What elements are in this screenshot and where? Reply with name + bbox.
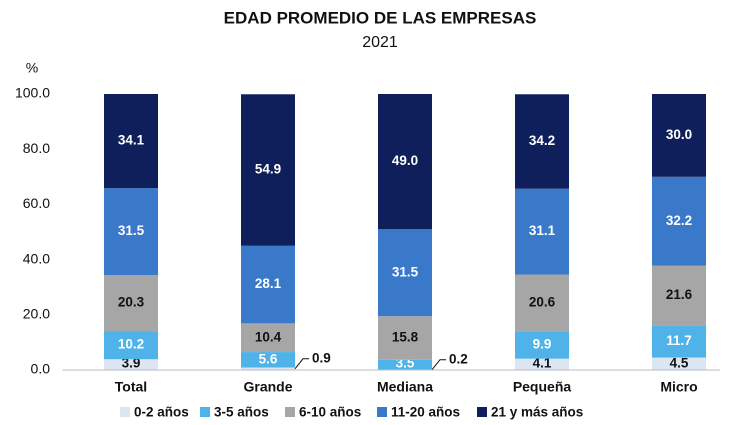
legend-swatch bbox=[477, 407, 487, 417]
bar-segment bbox=[652, 325, 706, 358]
value-label: 54.9 bbox=[255, 162, 281, 177]
bar-segment bbox=[515, 274, 569, 332]
value-label: 9.9 bbox=[533, 337, 552, 352]
value-label: 21.6 bbox=[666, 287, 693, 302]
bar-segment bbox=[378, 316, 432, 360]
value-label: 31.1 bbox=[529, 223, 556, 238]
value-label: 10.2 bbox=[118, 337, 144, 352]
bar-segment bbox=[652, 357, 706, 370]
legend-label: 21 y más años bbox=[491, 405, 583, 420]
legend-label: 6-10 años bbox=[299, 405, 361, 420]
bar-segment bbox=[515, 188, 569, 275]
bar-segment bbox=[515, 358, 569, 370]
chart-title: EDAD PROMEDIO DE LAS EMPRESAS bbox=[224, 8, 537, 27]
y-tick-label: 80.0 bbox=[23, 140, 50, 156]
value-label: 4.1 bbox=[533, 356, 552, 371]
bar-segment bbox=[515, 331, 569, 359]
legend-label: 11-20 años bbox=[391, 405, 460, 420]
value-label: 3.9 bbox=[122, 356, 141, 371]
legend-swatch bbox=[285, 407, 295, 417]
y-tick-label: 40.0 bbox=[23, 250, 50, 266]
chart-subtitle: 2021 bbox=[362, 34, 398, 51]
value-label: 20.3 bbox=[118, 295, 145, 310]
value-label: 20.6 bbox=[529, 294, 556, 309]
value-label: 28.1 bbox=[255, 276, 282, 291]
y-tick-label: 60.0 bbox=[23, 195, 50, 211]
legend-swatch bbox=[120, 407, 130, 417]
value-label: 32.2 bbox=[666, 213, 692, 228]
y-tick-label: 20.0 bbox=[23, 306, 50, 322]
legend-swatch bbox=[200, 407, 210, 417]
bar-segment bbox=[652, 94, 706, 177]
bar-segment bbox=[652, 176, 706, 266]
bar-segment bbox=[378, 359, 432, 370]
value-label: 0.9 bbox=[312, 350, 331, 365]
y-tick-label: 100.0 bbox=[15, 85, 50, 101]
bar-segment bbox=[104, 275, 158, 332]
value-label: 11.7 bbox=[666, 333, 692, 348]
y-tick-label: 0.0 bbox=[31, 361, 51, 377]
x-tick-label: Grande bbox=[243, 379, 292, 395]
value-label: 34.1 bbox=[118, 133, 145, 148]
x-tick-label: Pequeña bbox=[513, 379, 572, 395]
value-label: 34.2 bbox=[529, 133, 555, 148]
leader-line bbox=[431, 359, 446, 371]
bar-segment bbox=[104, 359, 158, 370]
x-tick-label: Total bbox=[115, 379, 147, 395]
bar-segment bbox=[104, 188, 158, 276]
y-axis-label: % bbox=[26, 60, 38, 76]
value-label: 31.5 bbox=[392, 264, 419, 279]
x-tick-label: Micro bbox=[660, 379, 697, 395]
value-label: 4.5 bbox=[670, 355, 689, 370]
value-label: 15.8 bbox=[392, 330, 419, 345]
value-label: 31.5 bbox=[118, 223, 145, 238]
x-tick-label: Mediana bbox=[377, 379, 433, 395]
bar-segment bbox=[241, 323, 295, 353]
bar-segment bbox=[378, 94, 432, 230]
legend-label: 0-2 años bbox=[134, 405, 189, 420]
legend-swatch bbox=[377, 407, 387, 417]
value-label: 10.4 bbox=[255, 329, 282, 344]
bar-segment bbox=[515, 94, 569, 189]
bar-segment bbox=[104, 94, 158, 189]
legend-label: 3-5 años bbox=[214, 405, 269, 420]
value-label: 30.0 bbox=[666, 127, 692, 142]
value-label: 5.6 bbox=[259, 351, 278, 366]
bar-segment bbox=[241, 245, 295, 324]
bar-segment bbox=[378, 229, 432, 317]
bar-segment bbox=[241, 367, 295, 370]
bar-segment bbox=[241, 352, 295, 368]
bar-segment bbox=[652, 265, 706, 326]
leader-line bbox=[294, 358, 309, 370]
value-label: 49.0 bbox=[392, 153, 418, 168]
bar-segment bbox=[241, 94, 295, 246]
value-label: 0.2 bbox=[449, 351, 468, 366]
bar-segment bbox=[104, 331, 158, 360]
